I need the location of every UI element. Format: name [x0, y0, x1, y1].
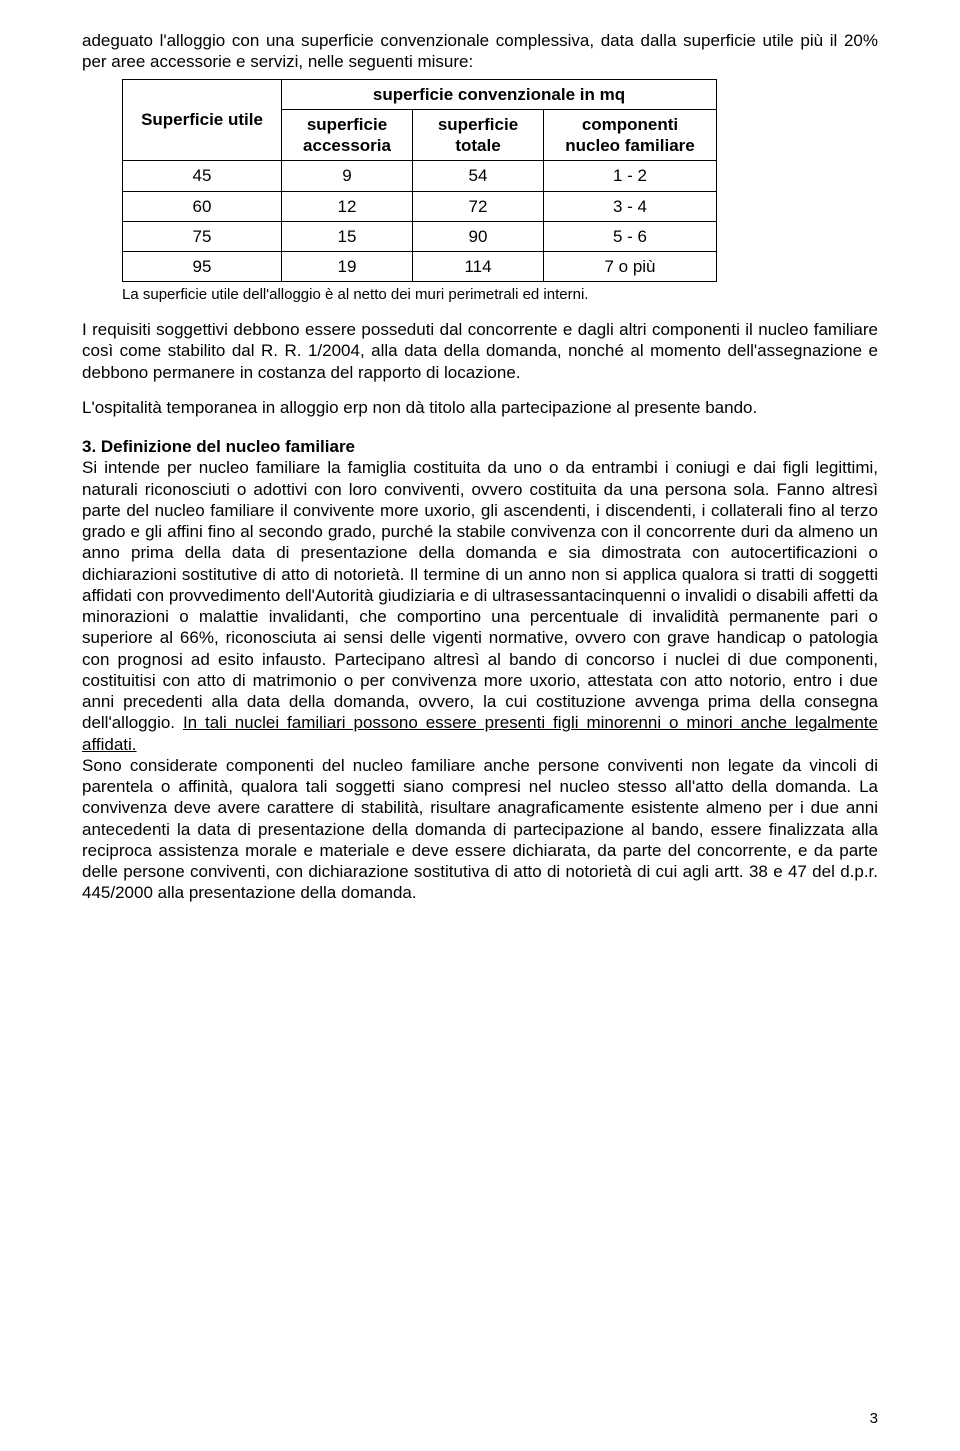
table-cell: 60 — [123, 191, 282, 221]
surface-table: Superficie utile superficie convenzional… — [122, 79, 717, 283]
col-header-componenti: componenti nucleo familiare — [544, 109, 717, 161]
col-header-merged-caption: superficie convenzionale in mq — [282, 79, 717, 109]
table-cell: 3 - 4 — [544, 191, 717, 221]
page-number: 3 — [870, 1410, 878, 1427]
section-3-paragraph-2: Sono considerate componenti del nucleo f… — [82, 755, 878, 904]
table-cell: 9 — [282, 161, 413, 191]
table-cell: 45 — [123, 161, 282, 191]
table-cell: 1 - 2 — [544, 161, 717, 191]
table-cell: 5 - 6 — [544, 221, 717, 251]
col-header-totale: superficie totale — [413, 109, 544, 161]
document-page: adeguato l'alloggio con una superficie c… — [0, 0, 960, 1451]
table-cell: 19 — [282, 252, 413, 282]
table-row: 75 15 90 5 - 6 — [123, 221, 717, 251]
intro-paragraph: adeguato l'alloggio con una superficie c… — [82, 30, 878, 73]
table-cell: 95 — [123, 252, 282, 282]
col-header-accessoria: superficie accessoria — [282, 109, 413, 161]
body-text: adeguato l'alloggio con una superficie c… — [82, 30, 878, 904]
table-cell: 90 — [413, 221, 544, 251]
section-3: 3. Definizione del nucleo familiare Si i… — [82, 436, 878, 904]
section-3-p1a: Si intende per nucleo familiare la famig… — [82, 458, 878, 668]
table-cell: 54 — [413, 161, 544, 191]
col-header-superficie-utile: Superficie utile — [123, 79, 282, 161]
table-header-row-1: Superficie utile superficie convenzional… — [123, 79, 717, 109]
section-3-paragraph-1: 3. Definizione del nucleo familiare Si i… — [82, 436, 878, 755]
surface-table-wrap: Superficie utile superficie convenzional… — [122, 79, 878, 283]
ospitalita-paragraph: L'ospitalità temporanea in alloggio erp … — [82, 397, 878, 418]
table-cell: 7 o più — [544, 252, 717, 282]
table-note: La superficie utile dell'alloggio è al n… — [122, 286, 878, 305]
table-cell: 15 — [282, 221, 413, 251]
section-3-p1b-underlined: In tali nuclei familiari possono essere … — [82, 713, 878, 753]
section-3-title: 3. Definizione del nucleo familiare — [82, 437, 355, 456]
table-cell: 12 — [282, 191, 413, 221]
requisiti-paragraph: I requisiti soggettivi debbono essere po… — [82, 319, 878, 383]
table-cell: 114 — [413, 252, 544, 282]
table-cell: 75 — [123, 221, 282, 251]
table-row: 95 19 114 7 o più — [123, 252, 717, 282]
table-row: 45 9 54 1 - 2 — [123, 161, 717, 191]
table-cell: 72 — [413, 191, 544, 221]
table-row: 60 12 72 3 - 4 — [123, 191, 717, 221]
